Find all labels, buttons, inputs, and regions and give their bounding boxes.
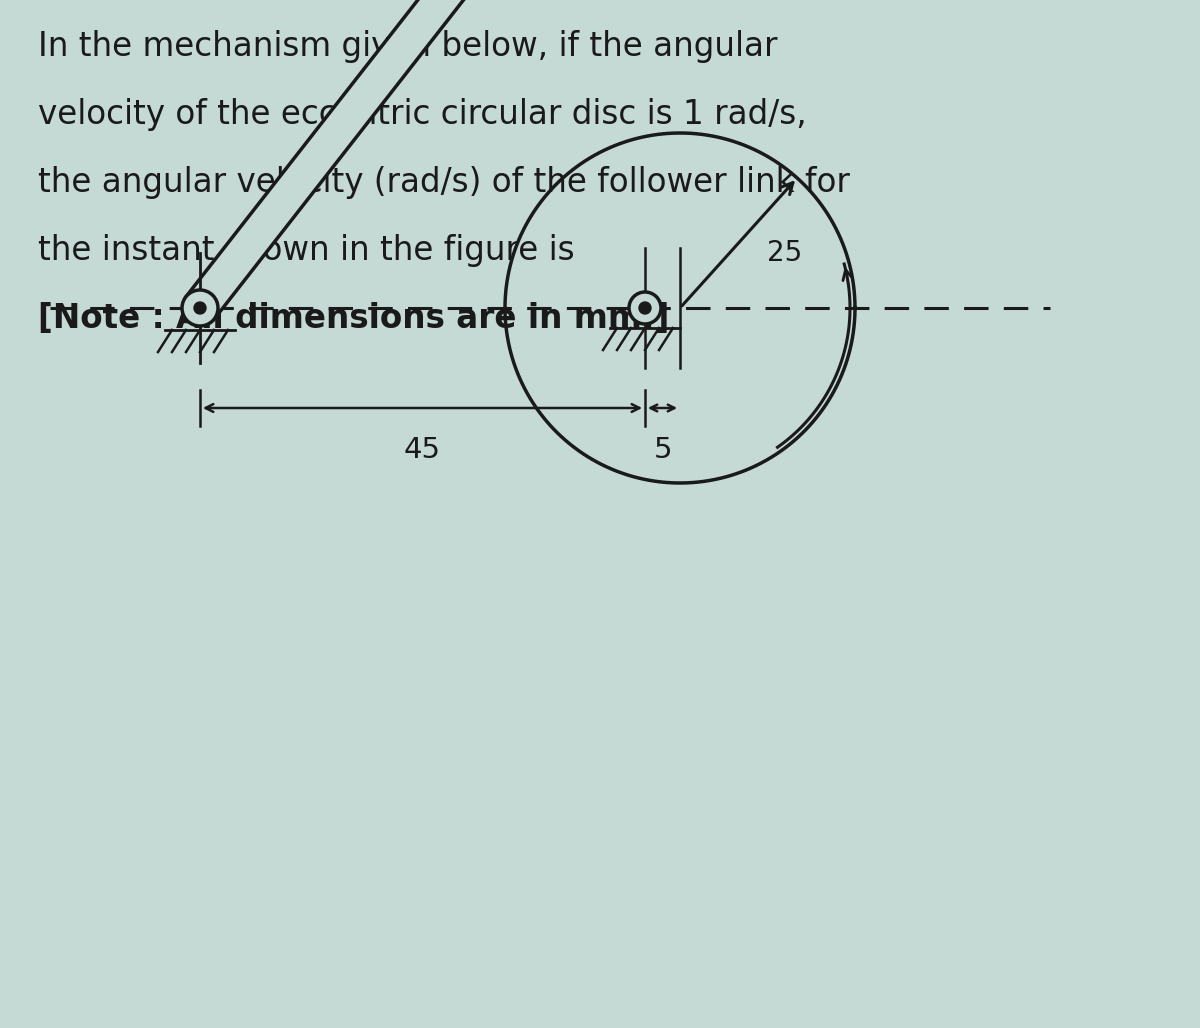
Text: 25: 25 (767, 238, 802, 267)
Text: 45: 45 (404, 436, 442, 464)
Text: the instant shown in the figure is: the instant shown in the figure is (38, 234, 575, 267)
Text: velocity of the eccentric circular disc is 1 rad/s,: velocity of the eccentric circular disc … (38, 98, 806, 131)
Polygon shape (186, 0, 534, 319)
Text: 5: 5 (653, 436, 672, 464)
Circle shape (182, 290, 218, 326)
Circle shape (629, 292, 661, 324)
Text: the angular velocity (rad/s) of the follower link for: the angular velocity (rad/s) of the foll… (38, 166, 850, 199)
Circle shape (194, 302, 206, 314)
Text: In the mechanism given below, if the angular: In the mechanism given below, if the ang… (38, 30, 778, 63)
Circle shape (640, 302, 650, 314)
Text: [Note : All dimensions are in mm.]: [Note : All dimensions are in mm.] (38, 302, 670, 335)
